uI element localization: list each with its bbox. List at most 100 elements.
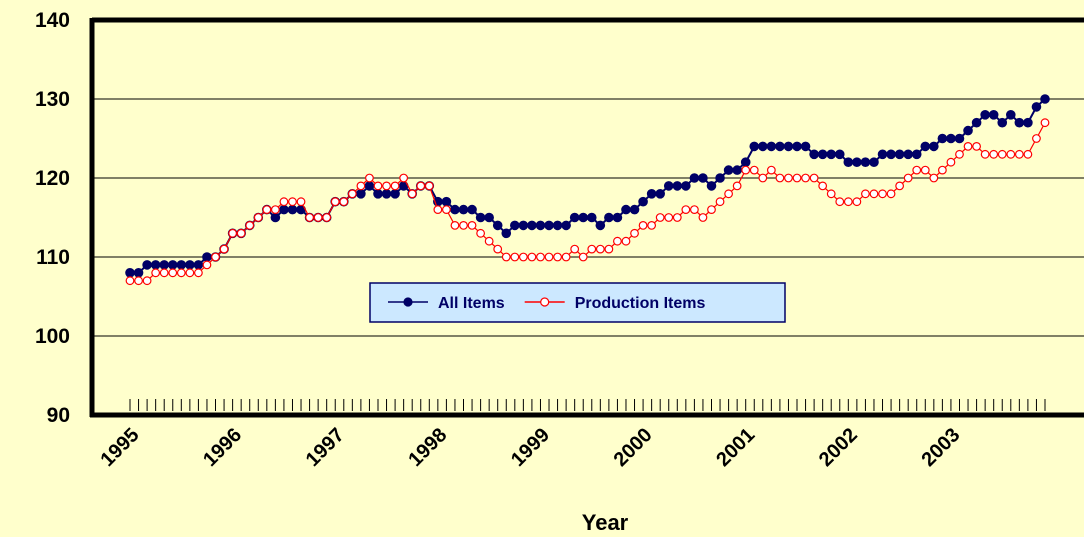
data-point: [133, 267, 144, 278]
y-tick-label: 140: [35, 9, 70, 32]
data-point: [373, 189, 383, 199]
data-point: [612, 212, 623, 223]
data-point: [459, 220, 468, 230]
data-point: [202, 252, 212, 262]
data-point: [1023, 117, 1033, 128]
data-point: [288, 197, 297, 207]
data-point: [766, 165, 776, 175]
data-point: [749, 141, 760, 152]
data-point: [535, 220, 546, 231]
data-point: [484, 236, 494, 246]
data-point: [826, 149, 837, 160]
data-point: [621, 204, 631, 215]
data-point: [492, 220, 503, 231]
data-point: [749, 165, 759, 175]
data-point: [159, 260, 170, 270]
data-point: [672, 181, 683, 191]
data-point: [937, 133, 948, 144]
data-point: [484, 212, 494, 223]
data-point: [894, 149, 905, 160]
data-point: [775, 173, 785, 183]
data-point: [544, 252, 554, 262]
data-point: [552, 220, 563, 231]
data-point: [784, 173, 793, 183]
data-point: [946, 157, 956, 167]
data-point: [407, 189, 417, 199]
data-point: [313, 213, 323, 222]
data-point: [1006, 149, 1016, 159]
data-point: [142, 260, 152, 270]
data-point: [997, 149, 1007, 159]
data-point: [356, 181, 366, 191]
data-point: [826, 189, 836, 199]
data-point: [903, 149, 913, 160]
data-point: [912, 165, 922, 175]
data-point: [185, 260, 195, 270]
data-point: [476, 228, 486, 238]
data-point: [381, 189, 392, 199]
data-point: [681, 181, 691, 191]
legend-marker: [540, 297, 550, 307]
data-point: [886, 189, 896, 199]
data-point: [783, 141, 794, 152]
data-point: [646, 189, 657, 199]
legend: All Items Production Items: [369, 282, 786, 323]
data-point: [450, 204, 460, 215]
data-point: [903, 173, 913, 183]
data-point: [527, 220, 537, 231]
data-point: [630, 228, 639, 238]
data-point: [946, 133, 956, 144]
data-point: [578, 212, 589, 223]
data-point: [843, 157, 854, 167]
data-point: [501, 228, 512, 239]
legend-box: [369, 282, 786, 323]
data-point: [955, 149, 964, 159]
data-point: [544, 220, 554, 231]
data-point: [792, 141, 802, 152]
data-point: [467, 220, 477, 230]
data-point: [732, 181, 742, 191]
data-point: [706, 181, 717, 191]
data-point: [150, 260, 161, 270]
data-point: [125, 267, 135, 278]
data-point: [510, 220, 520, 231]
data-point: [1031, 102, 1042, 112]
data-point: [1032, 134, 1041, 143]
data-point: [681, 205, 691, 215]
data-point: [536, 252, 545, 262]
legend-marker: [403, 297, 413, 307]
data-point: [561, 252, 571, 262]
data-point: [775, 141, 785, 152]
data-point: [740, 157, 751, 167]
data-point: [416, 181, 426, 191]
data-point: [937, 165, 947, 175]
data-point: [501, 252, 511, 262]
data-point: [869, 189, 879, 199]
data-point: [664, 213, 674, 222]
data-point: [168, 268, 178, 278]
data-point: [202, 260, 212, 270]
data-point: [228, 228, 238, 238]
data-point: [655, 213, 665, 222]
y-tick-label: 120: [35, 167, 70, 190]
data-point: [142, 276, 152, 286]
data-point: [467, 204, 477, 215]
data-point: [663, 181, 674, 191]
x-axis-label: Year: [582, 510, 629, 535]
data-point: [279, 197, 289, 207]
data-point: [766, 141, 777, 152]
data-point: [715, 173, 725, 183]
data-point: [972, 141, 981, 151]
data-point: [373, 181, 383, 191]
data-point: [886, 149, 896, 160]
data-point: [270, 212, 281, 223]
data-point: [211, 252, 220, 262]
data-point: [245, 220, 255, 230]
data-point: [193, 260, 204, 270]
data-point: [878, 189, 887, 199]
data-point: [980, 149, 990, 159]
data-point: [929, 173, 939, 183]
data-point: [638, 220, 648, 230]
data-point: [698, 173, 708, 183]
data-point: [852, 157, 862, 167]
